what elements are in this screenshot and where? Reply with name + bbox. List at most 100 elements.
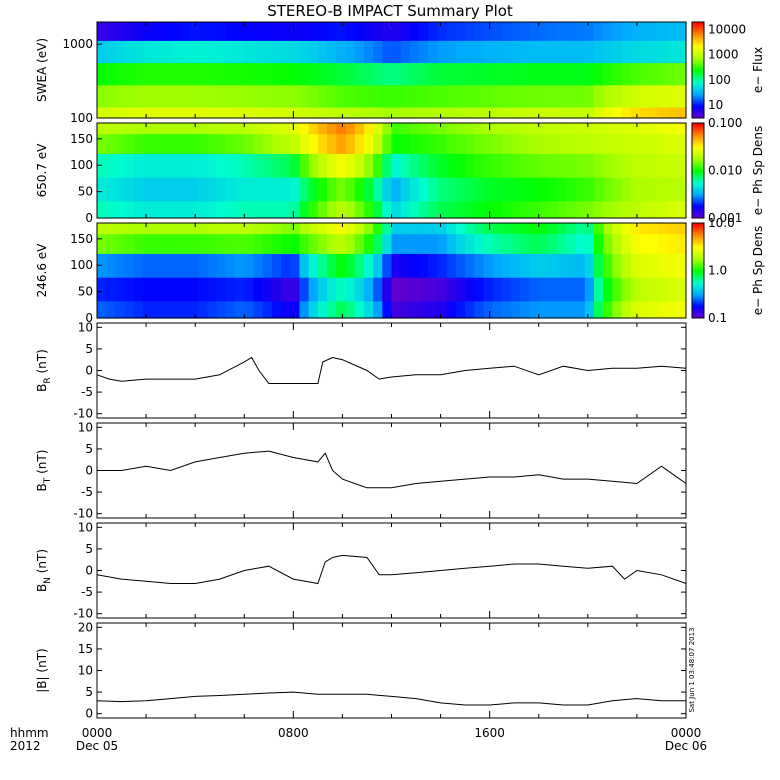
heatmap-cell — [124, 84, 135, 108]
panel-frame — [96, 422, 687, 519]
heatmap-cell — [511, 22, 521, 41]
heatmap-cell — [437, 233, 448, 254]
heatmap-cell — [547, 84, 558, 108]
heatmap-cell — [336, 233, 347, 254]
heatmap-cell — [419, 253, 429, 278]
heatmap-cell — [124, 62, 135, 86]
heatmap-cell — [225, 106, 236, 119]
heatmap-cell — [106, 200, 116, 219]
heatmap-cell — [465, 300, 475, 319]
heatmap-cell — [345, 223, 356, 235]
heatmap-cell — [290, 177, 301, 202]
heatmap-cell — [143, 223, 153, 235]
heatmap-cell — [198, 277, 209, 302]
heatmap-cell — [658, 62, 669, 86]
heatmap-cell — [253, 200, 264, 219]
heatmap-cell — [667, 153, 678, 178]
heatmap-cell — [281, 177, 291, 202]
heatmap-cell — [124, 233, 135, 254]
heatmap-cell — [207, 22, 218, 41]
colorbar-swatch — [692, 126, 704, 130]
heatmap-cell — [603, 233, 613, 254]
heatmap-cell — [455, 133, 466, 154]
colorbar-swatch — [692, 82, 704, 85]
heatmap-cell — [603, 106, 613, 119]
heatmap-cell — [520, 123, 531, 135]
colorbar-swatch — [692, 188, 704, 191]
heatmap-cell — [317, 177, 328, 202]
colorbar-swatch — [692, 130, 704, 134]
heatmap-cell — [170, 200, 181, 219]
heatmap-cell — [658, 233, 669, 254]
x-tick-label: 0000 — [671, 726, 702, 740]
heatmap-cell — [529, 223, 540, 235]
heatmap-cell — [621, 277, 632, 302]
heatmap-cell — [327, 40, 337, 64]
y-axis-label-main: |B| — [35, 676, 49, 692]
heatmap-cell — [363, 233, 374, 254]
colorbar-swatch — [692, 112, 704, 115]
colorbar-swatch — [692, 74, 704, 77]
heatmap-cell — [465, 40, 475, 64]
heatmap-cell — [400, 300, 411, 319]
heatmap-cell — [511, 277, 521, 302]
heatmap-cell — [216, 123, 227, 135]
heatmap-cell — [189, 300, 199, 319]
heatmap-cell — [428, 300, 439, 319]
heatmap-cell — [373, 233, 383, 254]
heatmap-cell — [419, 233, 429, 254]
colorbar-swatch — [692, 40, 704, 43]
heatmap-cell — [317, 253, 328, 278]
y-axis-label: BT (nT) — [35, 450, 53, 492]
heatmap-cell — [667, 233, 678, 254]
heatmap-cell — [455, 253, 466, 278]
colorbar-swatch — [692, 56, 704, 59]
heatmap-cell — [575, 123, 586, 135]
heatmap-cell — [216, 253, 227, 278]
heatmap-cell — [474, 84, 485, 108]
heatmap-cell — [281, 84, 291, 108]
heatmap-cell — [612, 62, 623, 86]
heatmap-cell — [575, 133, 586, 154]
heatmap-cell — [308, 62, 319, 86]
heatmap-cell — [511, 133, 521, 154]
heatmap-cell — [354, 277, 365, 302]
heatmap-cell — [630, 40, 641, 64]
heatmap-cell — [354, 300, 365, 319]
heatmap-cell — [649, 300, 659, 319]
heatmap-cell — [327, 177, 337, 202]
heatmap-cell — [373, 177, 383, 202]
heatmap-cell — [327, 153, 337, 178]
heatmap-cell — [179, 133, 190, 154]
heatmap-cell — [557, 123, 567, 135]
colorbar-swatch — [692, 270, 704, 273]
colorbar-swatch — [692, 26, 704, 29]
heatmap-cell — [345, 233, 356, 254]
heatmap-cell — [446, 200, 457, 219]
colorbar-swatch — [692, 140, 704, 144]
heatmap-cell — [235, 233, 245, 254]
x-date-label: Dec 06 — [665, 739, 707, 753]
heatmap-cell — [446, 253, 457, 278]
colorbar-swatch — [692, 70, 704, 73]
heatmap-cell — [373, 62, 383, 86]
heatmap-cell — [143, 153, 153, 178]
heatmap-cell — [547, 123, 558, 135]
heatmap-cell — [327, 123, 337, 135]
colorbar-swatch — [692, 46, 704, 49]
heatmap-cell — [520, 300, 531, 319]
heatmap-cell — [455, 153, 466, 178]
heatmap-cell — [271, 253, 282, 278]
heatmap-cell — [437, 84, 448, 108]
heatmap-cell — [189, 200, 199, 219]
heatmap-cell — [474, 223, 485, 235]
heatmap-cell — [437, 106, 448, 119]
heatmap-cell — [547, 277, 558, 302]
heatmap-cell — [603, 40, 613, 64]
heatmap-cell — [455, 40, 466, 64]
heatmap-cell — [189, 106, 199, 119]
heatmap-cell — [538, 177, 549, 202]
heatmap-cell — [271, 106, 282, 119]
heatmap-cell — [235, 253, 245, 278]
heatmap-cell — [649, 62, 659, 86]
